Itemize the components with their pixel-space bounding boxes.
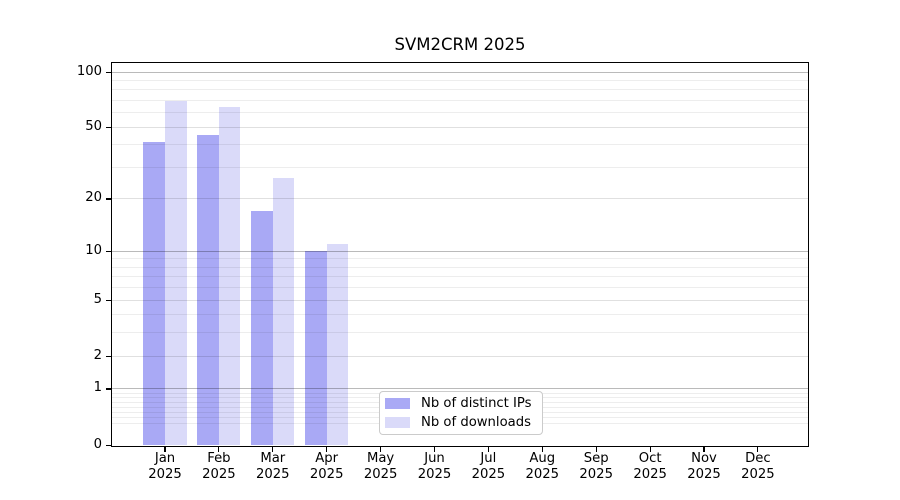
gridline-y-20	[112, 198, 808, 200]
x-tick-label-nov: Nov 2025	[687, 451, 721, 482]
x-tick-label-jan: Jan 2025	[148, 451, 182, 482]
bar-distinct-ips-jan	[143, 142, 165, 446]
bar-distinct-ips-mar	[251, 210, 273, 446]
bar-downloads-feb	[218, 107, 241, 446]
y-tick-label-2: 2	[93, 347, 102, 363]
gridline-y-6	[112, 287, 808, 289]
x-tick-label-jul: Jul 2025	[471, 451, 506, 482]
x-tick-label-may: May 2025	[363, 451, 398, 482]
legend-label-distinct-ips: Nb of distinct IPs	[421, 396, 532, 411]
x-tick-label-sep: Sep 2025	[579, 451, 613, 482]
y-tick-label-0: 0	[93, 436, 102, 452]
gridline-y-70	[112, 99, 808, 101]
gridline-y-60	[112, 112, 808, 114]
gridline-y-40	[112, 144, 808, 146]
x-tick-aug	[541, 446, 543, 452]
gridline-y-100	[112, 71, 808, 73]
gridline-y-7	[112, 276, 808, 278]
legend-swatch-downloads	[385, 417, 410, 428]
gridline-y-1	[112, 388, 808, 390]
x-tick-oct	[649, 446, 651, 452]
bar-downloads-apr	[326, 243, 349, 446]
x-tick-dec	[757, 446, 759, 452]
x-tick-feb	[218, 446, 220, 452]
gridline-y-50	[112, 126, 808, 128]
y-tick-label-5: 5	[93, 291, 102, 307]
y-tick-0	[106, 444, 112, 446]
x-tick-jun	[433, 446, 436, 452]
x-tick-label-dec: Dec 2025	[741, 451, 775, 482]
x-tick-label-apr: Apr 2025	[309, 451, 344, 482]
y-tick-100	[106, 71, 112, 73]
x-tick-label-oct: Oct 2025	[633, 451, 667, 482]
y-tick-10	[106, 250, 112, 252]
gridline-y-3	[112, 332, 808, 334]
gridline-y-30	[112, 166, 808, 168]
x-tick-may	[380, 446, 382, 452]
x-tick-label-aug: Aug 2025	[525, 451, 560, 482]
y-tick-label-10: 10	[85, 242, 102, 258]
x-tick-mar	[272, 446, 274, 452]
x-tick-label-feb: Feb 2025	[202, 451, 236, 482]
legend-swatch-distinct-ips	[385, 398, 410, 409]
bar-distinct-ips-feb	[197, 135, 219, 446]
gridline-y-8	[112, 266, 808, 268]
bar-downloads-jan	[165, 101, 187, 446]
x-tick-sep	[595, 446, 597, 452]
legend-label-downloads: Nb of downloads	[421, 415, 531, 430]
bar-downloads-mar	[272, 178, 295, 446]
legend-item-downloads: Nb of downloads	[385, 415, 542, 430]
gridline-y-10	[112, 250, 808, 252]
y-tick-label-100: 100	[76, 63, 102, 79]
y-tick-label-1: 1	[93, 380, 102, 396]
y-tick-2	[106, 355, 112, 357]
x-tick-nov	[703, 446, 705, 452]
plot-area	[112, 63, 808, 446]
bar-distinct-ips-apr	[305, 250, 327, 446]
legend-item-distinct-ips: Nb of distinct IPs	[385, 396, 542, 411]
x-tick-label-jun: Jun 2025	[417, 451, 452, 482]
gridline-y-5	[112, 299, 808, 301]
x-tick-jul	[487, 446, 489, 452]
y-tick-1	[106, 388, 112, 390]
x-tick-label-mar: Mar 2025	[256, 451, 290, 482]
gridline-y-2	[112, 355, 808, 357]
y-tick-20	[106, 198, 112, 200]
y-tick-label-50: 50	[85, 118, 102, 134]
y-tick-50	[106, 126, 112, 128]
gridline-y-9	[112, 258, 808, 260]
y-tick-5	[106, 299, 112, 301]
x-tick-apr	[326, 446, 328, 452]
x-tick-jan	[164, 446, 166, 452]
gridline-y-4	[112, 314, 808, 316]
gridline-y-80	[112, 89, 808, 91]
y-tick-label-20: 20	[85, 190, 102, 206]
legend: Nb of distinct IPs Nb of downloads	[379, 391, 543, 435]
chart-title: SVM2CRM 2025	[394, 35, 526, 54]
gridline-y-90	[112, 79, 808, 81]
